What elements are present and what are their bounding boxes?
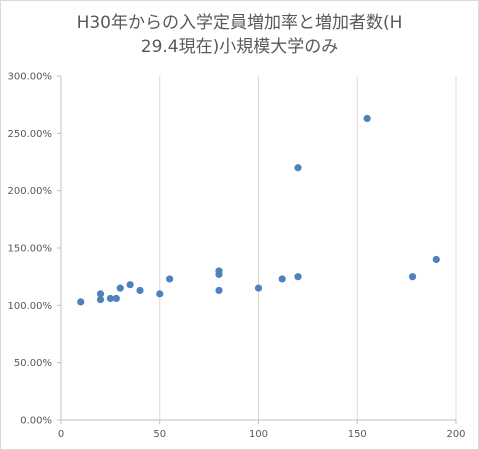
x-tick-label: 100 — [249, 429, 268, 440]
axes — [57, 75, 457, 424]
data-point — [112, 294, 120, 303]
x-tick-label: 150 — [348, 429, 367, 440]
data-point — [96, 296, 105, 304]
y-tick-label: 0.00% — [20, 416, 52, 427]
data-point — [126, 281, 134, 289]
data-points — [77, 114, 440, 306]
data-point — [96, 290, 105, 298]
data-point — [408, 273, 417, 281]
data-point — [136, 286, 144, 295]
data-point — [294, 164, 302, 172]
gridlines — [159, 76, 457, 420]
data-point — [294, 273, 302, 281]
y-tick-label: 200.00% — [8, 186, 53, 197]
y-tick-labels: 0.00% 50.00% 100.00% 150.00% 200.00% 250.00% 3… — [8, 72, 53, 427]
y-tick-label: 100.00% — [8, 301, 53, 312]
data-point — [166, 275, 174, 283]
chart-title-line-2: 29.4現在)小規模大学のみ — [140, 37, 339, 57]
data-point — [215, 270, 223, 278]
data-point — [106, 294, 114, 303]
x-tick-labels: 0 50 100 150 200 — [58, 429, 466, 440]
data-point — [215, 286, 223, 295]
y-tick-label: 250.00% — [8, 129, 53, 140]
x-tick-label: 0 — [58, 429, 64, 440]
data-point — [156, 290, 164, 298]
data-point — [432, 255, 440, 264]
x-tick-label: 200 — [446, 429, 465, 440]
data-point — [363, 114, 371, 123]
x-tick-label: 50 — [153, 429, 166, 440]
chart-title: H30年からの入学定員増加率と増加者数(H 29.4現在)小規模大学のみ — [0, 11, 479, 59]
chart-title-line-1: H30年からの入学定員増加率と増加者数(H — [76, 13, 403, 33]
data-point — [254, 284, 263, 292]
data-point — [116, 284, 124, 292]
y-tick-label: 150.00% — [8, 244, 53, 255]
y-tick-label: 50.00% — [14, 358, 52, 369]
y-tick-label: 300.00% — [8, 72, 53, 83]
data-point — [77, 298, 85, 306]
data-point — [278, 275, 286, 283]
